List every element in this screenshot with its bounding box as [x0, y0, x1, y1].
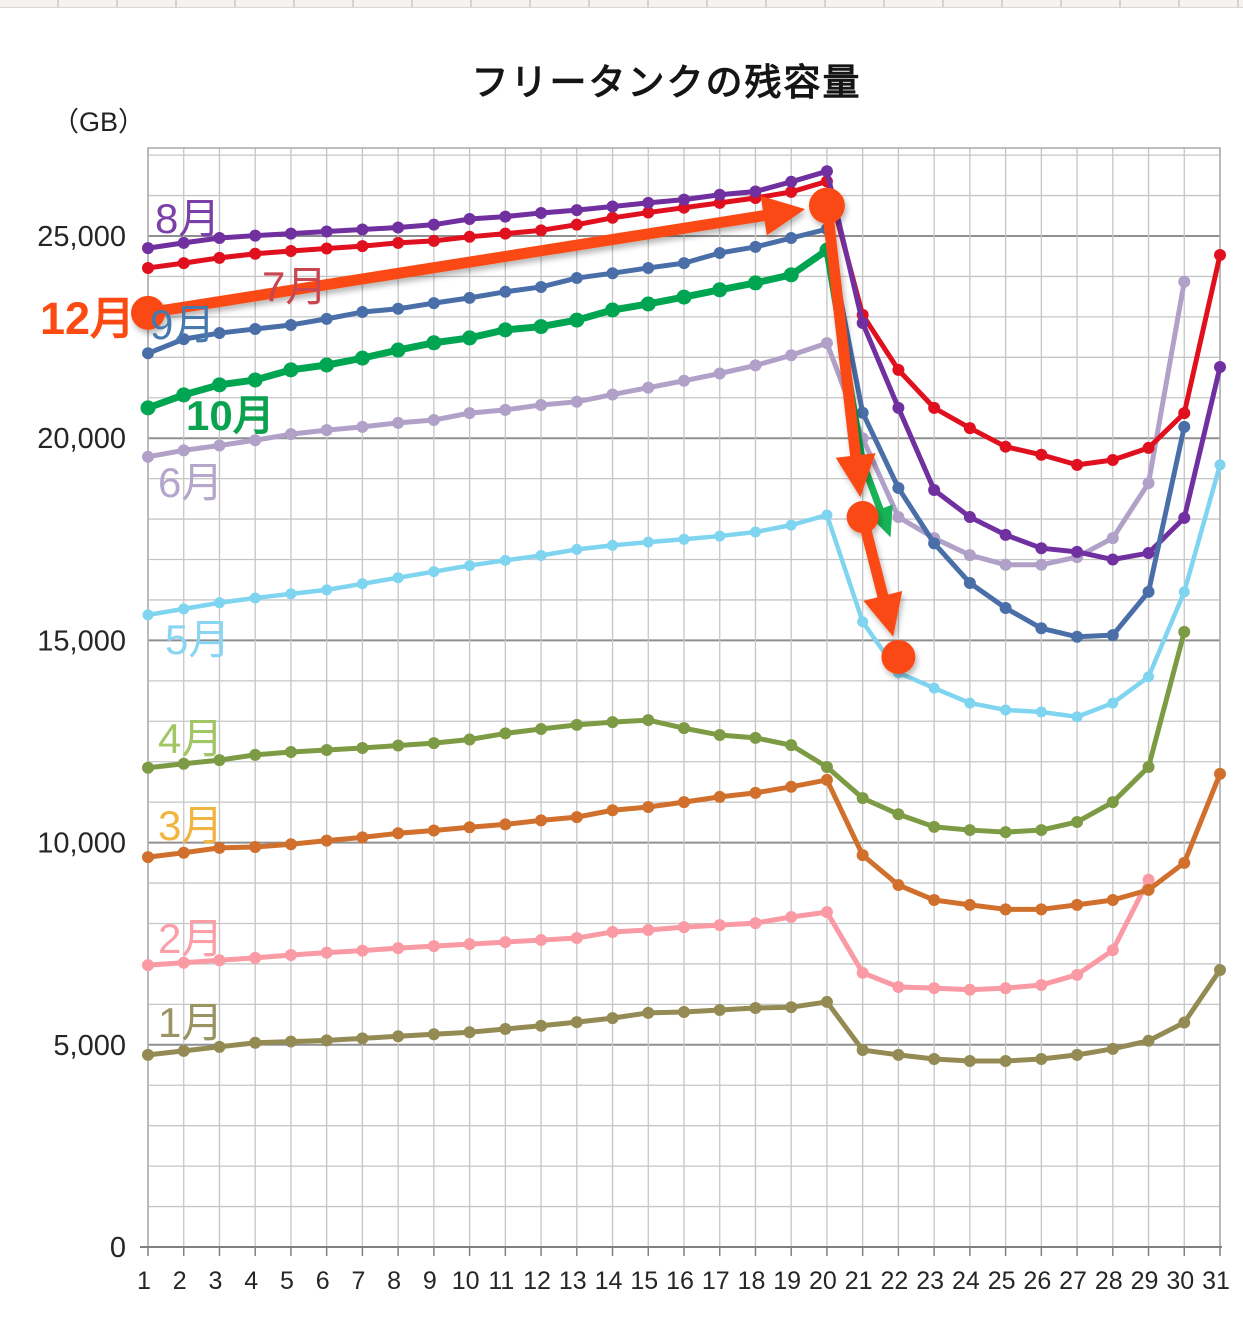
x-tick-label: 30 — [1166, 1267, 1194, 1295]
x-tick-label: 8 — [387, 1267, 401, 1295]
y-tick-label: 25,000 — [37, 221, 126, 253]
x-tick-label: 9 — [423, 1267, 437, 1295]
y-tick-label: 0 — [110, 1232, 126, 1264]
x-tick-label: 16 — [666, 1267, 694, 1295]
x-tick-label: 24 — [952, 1267, 980, 1295]
series-label: 9月 — [150, 301, 215, 348]
y-tick-label: 10,000 — [37, 828, 126, 860]
x-tick-label: 4 — [244, 1267, 258, 1295]
x-tick-label: 25 — [988, 1267, 1016, 1295]
spreadsheet-row-strip — [0, 0, 1243, 8]
series-6月 — [142, 275, 1191, 571]
series-label: 2月 — [158, 915, 223, 962]
december-point — [808, 187, 845, 224]
series-label: 4月 — [158, 715, 223, 762]
series-1月 — [142, 963, 1226, 1067]
x-tick-label: 7 — [351, 1267, 365, 1295]
x-tick-label: 1 — [137, 1267, 151, 1295]
x-tick-label: 20 — [809, 1267, 837, 1295]
x-tick-label: 5 — [280, 1267, 294, 1295]
x-tick-label: 22 — [880, 1267, 908, 1295]
december-annotation — [131, 187, 916, 674]
x-tick-label: 26 — [1023, 1267, 1051, 1295]
x-tick-label: 21 — [845, 1267, 873, 1295]
x-tick-label: 23 — [916, 1267, 944, 1295]
series-label: 5月 — [165, 616, 230, 663]
series-label: 12月 — [40, 293, 135, 344]
x-tick-label: 31 — [1202, 1267, 1230, 1295]
x-tick-label: 3 — [209, 1267, 223, 1295]
y-axis-tick-labels: 0 5,000 10,000 15,000 20,000 25,000 — [37, 221, 126, 1264]
x-tick-label: 10 — [452, 1267, 480, 1295]
series-label: 1月 — [158, 999, 223, 1046]
x-axis — [140, 1246, 1222, 1256]
series-2月 — [142, 873, 1155, 996]
series-10月 — [140, 242, 893, 538]
y-axis-unit-label: （GB） — [52, 107, 146, 137]
x-tick-label: 2 — [173, 1267, 187, 1295]
december-arrows — [131, 187, 916, 674]
x-tick-label: 13 — [559, 1267, 587, 1295]
series-5月 — [142, 459, 1226, 723]
x-tick-label: 28 — [1095, 1267, 1123, 1295]
x-tick-label: 11 — [488, 1267, 514, 1295]
gridlines — [147, 147, 1221, 1248]
series-4月 — [142, 625, 1191, 839]
x-tick-label: 19 — [773, 1267, 801, 1295]
x-tick-label: 14 — [595, 1267, 623, 1295]
y-tick-label: 5,000 — [53, 1030, 126, 1062]
x-tick-label: 18 — [738, 1267, 766, 1295]
x-tick-label: 12 — [523, 1267, 551, 1295]
december-point — [881, 639, 916, 674]
december-point — [131, 295, 165, 330]
y-tick-label: 15,000 — [37, 625, 126, 657]
series-9月 — [142, 223, 1191, 643]
series-label: 8月 — [155, 195, 220, 242]
december-point — [846, 501, 879, 534]
x-tick-label: 15 — [630, 1267, 658, 1295]
x-tick-label: 27 — [1059, 1267, 1087, 1295]
series-label: 7月 — [262, 263, 327, 310]
series-label: 3月 — [158, 802, 223, 849]
series-8月 — [142, 165, 1226, 566]
x-axis-tick-labels: 1 2 3 4 5 6 7 8 9 10 11 12 13 14 15 16 17 18 19 20 21 22 23 24 2… — [137, 1267, 1230, 1295]
x-tick-label: 17 — [702, 1267, 730, 1295]
y-tick-label: 20,000 — [37, 423, 126, 455]
series-label: 6月 — [158, 459, 223, 506]
series-3月 — [142, 767, 1226, 916]
series-label: 10月 — [186, 392, 275, 439]
x-tick-label: 6 — [316, 1267, 330, 1295]
chart-title: フリータンクの残容量 — [471, 62, 862, 103]
x-tick-label: 29 — [1131, 1267, 1159, 1295]
series-labels: 1月 2月 3月 4月 5月 6月 7月 8月 9月 10月 12月 — [40, 195, 327, 1046]
